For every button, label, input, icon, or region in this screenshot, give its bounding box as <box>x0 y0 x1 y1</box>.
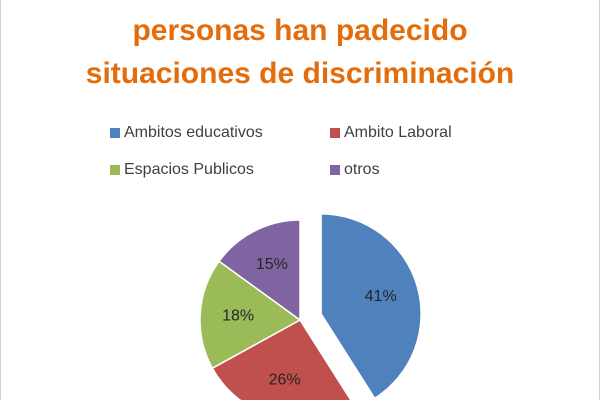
data-label: 26% <box>269 371 301 388</box>
legend-swatch <box>330 165 340 175</box>
legend-label: otros <box>344 161 380 178</box>
pie-slice <box>218 219 301 322</box>
pie-slice <box>211 319 352 400</box>
legend-label: Espacios Publicos <box>124 161 254 178</box>
chart-title: situaciones de discriminación <box>86 57 514 90</box>
pie-slice <box>199 260 302 370</box>
legend-swatch <box>330 128 340 138</box>
chart-title: personas han padecido <box>132 14 467 47</box>
data-label: 15% <box>256 256 288 273</box>
legend-label: Ambito Laboral <box>344 124 452 141</box>
data-label: 41% <box>365 288 397 305</box>
legend-label: Ambitos educativos <box>124 124 263 141</box>
data-label: 18% <box>222 307 254 324</box>
pie-slice <box>320 213 422 400</box>
legend-swatch <box>110 128 120 138</box>
legend-swatch <box>110 165 120 175</box>
